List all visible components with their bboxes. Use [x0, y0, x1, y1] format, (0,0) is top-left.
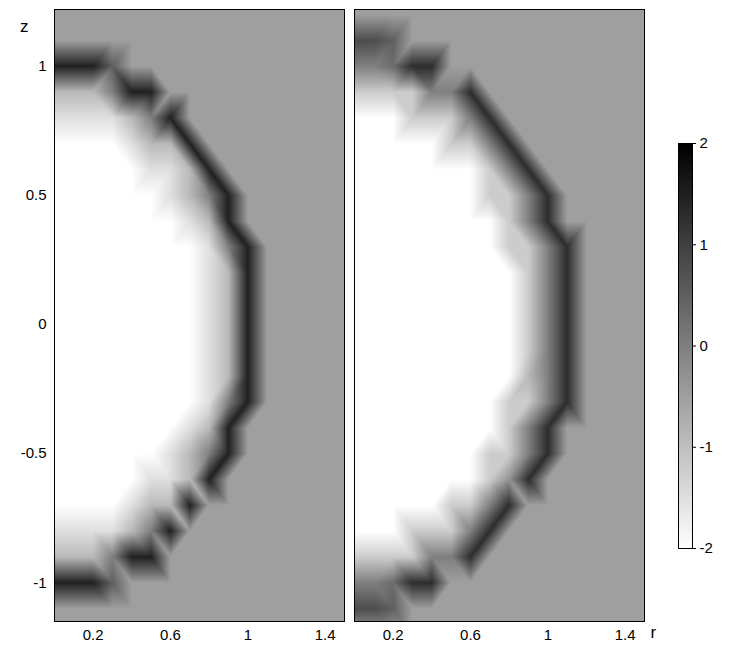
svg-text:2: 2 — [700, 134, 708, 151]
svg-text:0.5: 0.5 — [26, 186, 47, 203]
svg-text:0: 0 — [38, 315, 46, 332]
svg-text:-1: -1 — [33, 574, 46, 591]
svg-text:0.6: 0.6 — [160, 626, 181, 643]
svg-text:1: 1 — [544, 626, 552, 643]
svg-text:0.6: 0.6 — [460, 626, 481, 643]
svg-text:0: 0 — [700, 337, 708, 354]
svg-text:1.4: 1.4 — [315, 626, 336, 643]
svg-text:-2: -2 — [700, 539, 713, 556]
svg-text:z: z — [20, 17, 29, 36]
svg-text:0.2: 0.2 — [383, 626, 404, 643]
svg-text:r: r — [651, 623, 657, 642]
svg-text:1: 1 — [700, 236, 708, 253]
svg-text:0.2: 0.2 — [83, 626, 104, 643]
svg-text:-1: -1 — [700, 438, 713, 455]
svg-text:1: 1 — [244, 626, 252, 643]
svg-text:-0.5: -0.5 — [21, 444, 47, 461]
svg-text:1: 1 — [38, 57, 46, 74]
svg-text:1.4: 1.4 — [615, 626, 636, 643]
